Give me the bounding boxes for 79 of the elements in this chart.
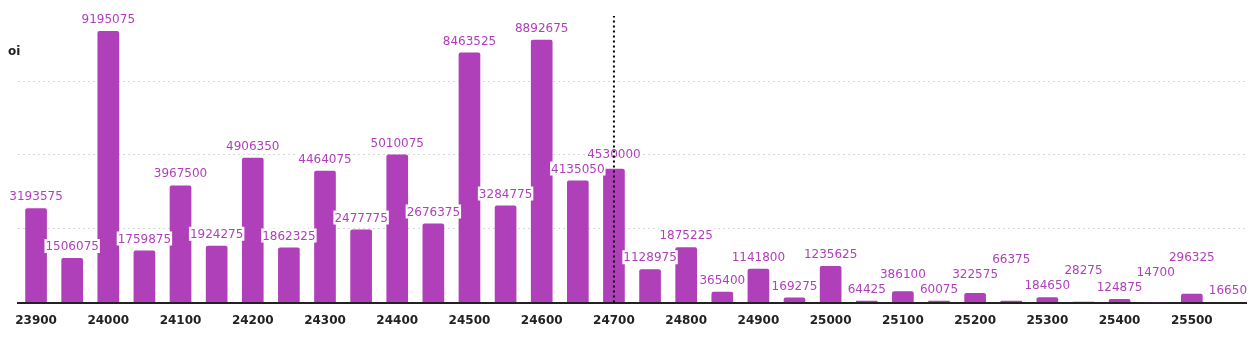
x-tick-label: 24300 (304, 312, 346, 327)
x-tick-label: 25000 (809, 312, 852, 327)
bar (711, 291, 734, 303)
bar (350, 229, 372, 303)
bar (639, 269, 661, 303)
x-tick-label: 24600 (520, 312, 563, 327)
bar (241, 157, 264, 303)
bar (1180, 293, 1203, 303)
x-tick-label: 24500 (448, 312, 491, 327)
x-tick-label: 25200 (954, 312, 996, 327)
data-label: 14700 (1136, 265, 1175, 280)
data-label: 4530000 (587, 146, 641, 161)
bar (675, 247, 698, 303)
x-tick-label: 24800 (665, 312, 708, 327)
bar (603, 168, 625, 303)
bar (530, 39, 553, 303)
x-tick-label: 25500 (1170, 312, 1213, 327)
bar (169, 185, 192, 303)
data-label: 296325 (1168, 250, 1215, 265)
data-label: 1759875 (117, 231, 172, 246)
bar (133, 250, 156, 303)
bar (819, 266, 842, 303)
data-label: 66375 (992, 251, 1031, 266)
bar (278, 247, 300, 303)
data-label: 8892675 (514, 20, 569, 35)
bar (1108, 298, 1131, 303)
x-tick-label: 24000 (87, 312, 130, 327)
bar (747, 268, 770, 303)
data-label: 124875 (1096, 280, 1143, 295)
data-label: 386100 (879, 266, 926, 281)
data-label: 322575 (952, 266, 999, 281)
x-tick-label: 23900 (15, 312, 57, 327)
data-label: 60075 (919, 281, 959, 296)
x-tick-label: 24400 (376, 312, 419, 327)
data-label: 1862325 (262, 228, 316, 243)
bar (458, 52, 481, 303)
data-label: 28275 (1064, 263, 1103, 278)
x-tick-label: 25400 (1098, 312, 1141, 327)
data-label: 3193575 (9, 189, 63, 204)
bar (61, 258, 84, 303)
bar (422, 223, 445, 303)
data-label: 4906350 (226, 138, 280, 153)
x-tick-label: 25100 (882, 312, 924, 327)
data-label: 169275 (771, 278, 818, 293)
bar (25, 208, 47, 303)
data-label: 5010075 (370, 135, 424, 150)
data-label: 3967500 (153, 166, 208, 181)
data-label: 9195075 (81, 12, 136, 27)
data-label: 16650 (1208, 283, 1248, 298)
x-tick-label: 24700 (593, 312, 635, 327)
y-axis-title: oi (8, 44, 21, 59)
bar (566, 180, 589, 303)
bar (494, 205, 517, 303)
bar (386, 154, 409, 303)
bar (1036, 297, 1059, 303)
data-label: 1875225 (659, 228, 713, 243)
bar (205, 245, 228, 303)
x-tick-label: 25300 (1026, 312, 1069, 327)
bar (314, 170, 336, 303)
data-label: 2676375 (406, 204, 461, 219)
data-label: 64425 (847, 281, 886, 296)
data-label: 2477775 (334, 210, 388, 225)
bar (892, 291, 914, 303)
data-label: 365400 (699, 272, 746, 287)
data-label: 8463525 (442, 33, 497, 48)
bar (964, 293, 986, 303)
data-label: 4135050 (551, 161, 605, 176)
data-label: 1924275 (189, 226, 244, 241)
data-label: 1235625 (803, 247, 858, 262)
x-tick-label: 24100 (159, 312, 202, 327)
x-tick-label: 24900 (737, 312, 780, 327)
data-label: 1128975 (623, 250, 677, 265)
x-tick-label: 24200 (231, 312, 274, 327)
data-label: 184650 (1024, 278, 1071, 293)
data-label: 1141800 (731, 249, 786, 264)
data-label: 1506075 (45, 239, 99, 254)
data-label: 4464075 (298, 151, 352, 166)
bar (97, 30, 120, 303)
data-label: 3284775 (478, 186, 533, 201)
